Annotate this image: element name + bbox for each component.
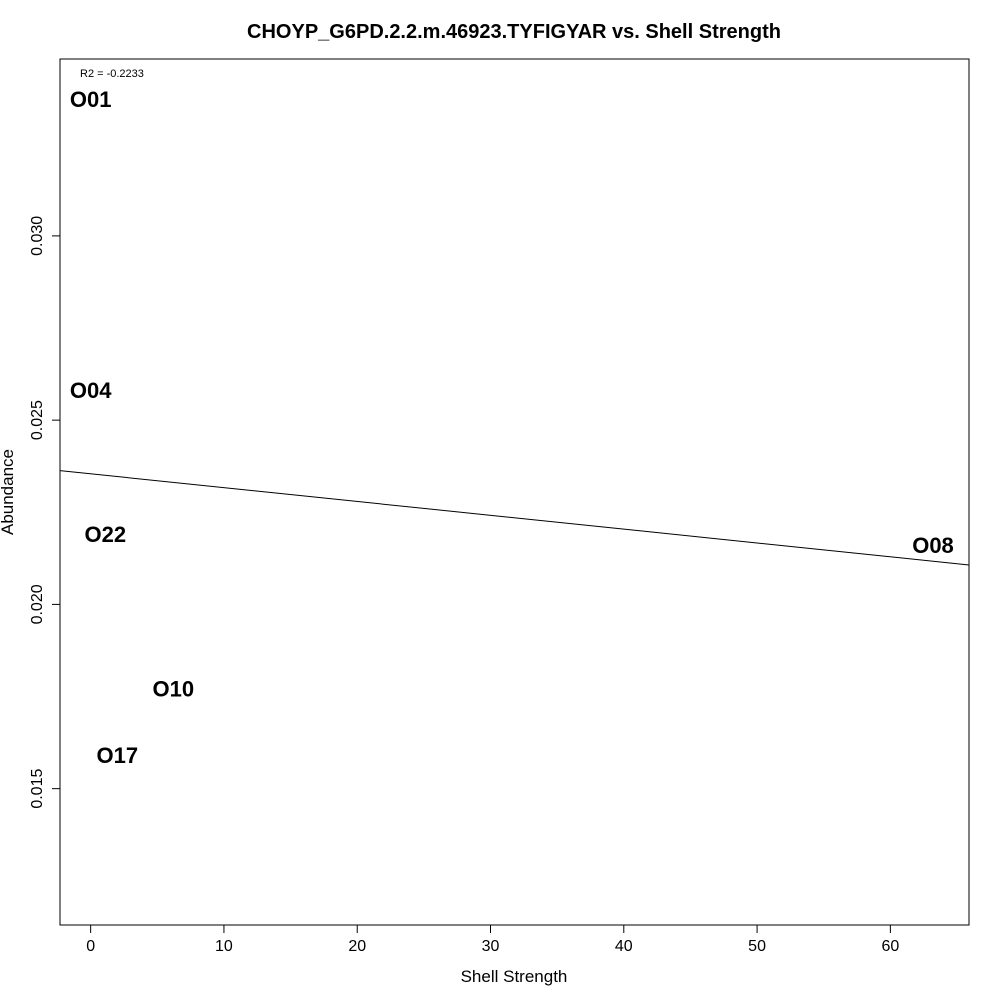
regression-line: [59, 470, 970, 566]
x-axis-label: Shell Strength: [461, 967, 568, 986]
x-tick-label: 40: [615, 938, 633, 955]
y-axis: 0.015 0.020 0.025 0.030: [29, 216, 61, 809]
point-label: O08: [912, 533, 954, 558]
x-axis: 0 10 20 30 40 50 60: [86, 924, 899, 955]
y-axis-label: Abundance: [0, 449, 17, 535]
plot-frame: [59, 58, 970, 926]
y-tick-label: 0.020: [29, 584, 46, 624]
r2-annotation: R2 = -0.2233: [80, 68, 144, 80]
point-labels: O01 O04 O22 O08 O10 O17: [70, 87, 954, 768]
x-tick-label: 30: [482, 938, 500, 955]
x-tick-label: 0: [86, 938, 95, 955]
point-label: O10: [152, 677, 194, 702]
point-label: O22: [85, 522, 127, 547]
x-tick-label: 10: [215, 938, 233, 955]
y-tick-label: 0.025: [29, 400, 46, 440]
point-label: O17: [97, 743, 139, 768]
point-label: O04: [70, 378, 112, 403]
x-tick-label: 20: [348, 938, 366, 955]
point-label: O01: [70, 87, 112, 112]
chart-title: CHOYP_G6PD.2.2.m.46923.TYFIGYAR vs. Shel…: [247, 21, 781, 43]
x-tick-label: 60: [881, 938, 899, 955]
y-tick-label: 0.015: [29, 769, 46, 809]
y-tick-label: 0.030: [29, 216, 46, 256]
x-tick-label: 50: [748, 938, 766, 955]
